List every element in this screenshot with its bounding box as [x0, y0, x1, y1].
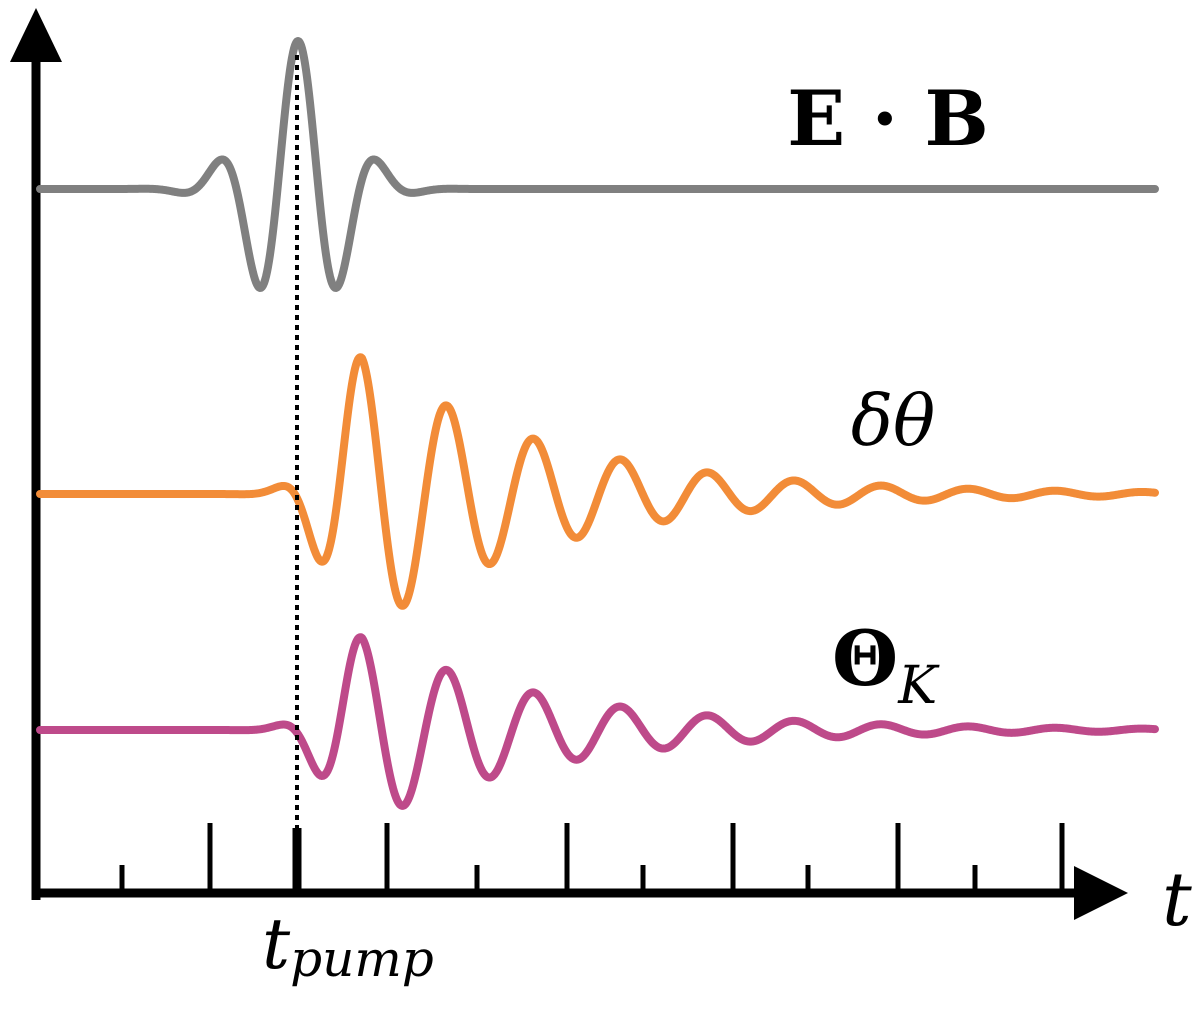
thetak-label: ΘK	[832, 614, 940, 716]
dtheta-label: δθ	[851, 380, 935, 462]
thetak-signal-curve	[40, 637, 1155, 806]
x-axis-arrowhead	[1074, 866, 1128, 920]
x-axis-ticks	[122, 823, 1062, 893]
dtheta-signal-curve	[40, 357, 1155, 606]
y-axis-arrowhead	[10, 8, 62, 62]
x-axis-label: t	[1162, 857, 1192, 943]
eb-label: E · B	[787, 74, 989, 163]
pump-time-label: tpump	[262, 903, 434, 988]
